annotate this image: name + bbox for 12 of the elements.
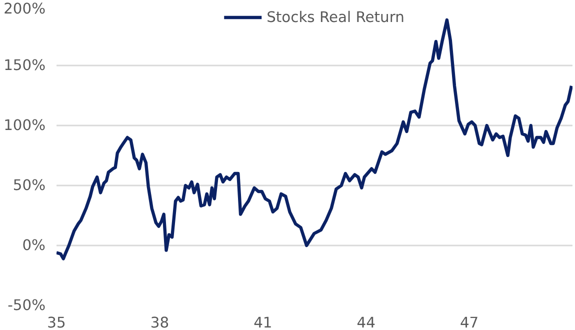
y-tick-label: 0% [22,237,46,254]
x-tick-label: 47 [460,314,479,330]
x-tick-label: 35 [47,314,66,330]
x-tick-label: 44 [356,314,376,330]
y-tick-label: 150% [4,57,46,74]
x-tick-label: 38 [150,314,170,330]
y-tick-label: 100% [4,117,46,134]
legend-label: Stocks Real Return [266,8,404,26]
y-tick-label: -50% [8,297,46,314]
y-tick-label: 200% [4,0,46,18]
y-tick-label: 50% [12,177,46,194]
x-tick-label: 41 [254,314,272,330]
